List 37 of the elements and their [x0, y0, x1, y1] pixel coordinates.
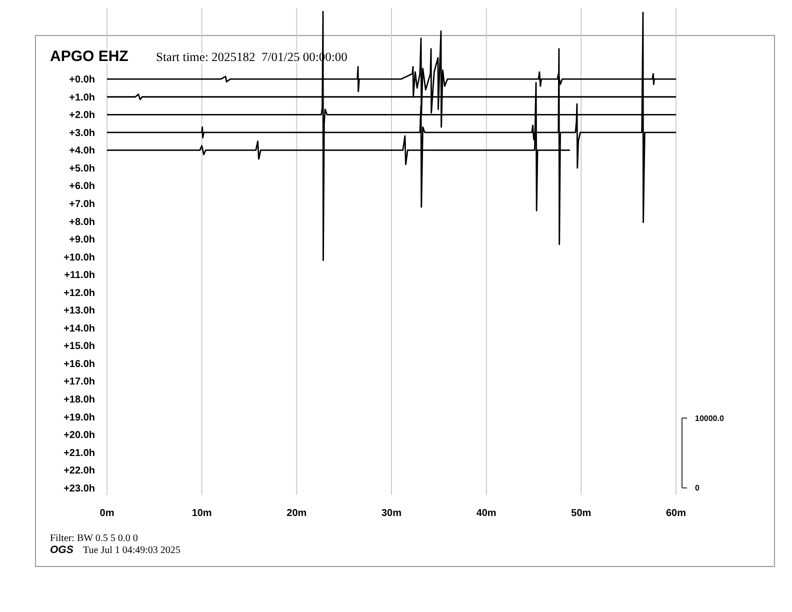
x-tick-label: 30m	[381, 508, 402, 519]
text: Tue Jul 1 04:49:03 2025	[83, 545, 180, 556]
y-tick-label: +1.0h	[69, 92, 95, 104]
y2-tick-label: 0	[695, 484, 700, 493]
x-tick-label: 40m	[476, 508, 496, 519]
y-tick-label: +10.0h	[64, 252, 95, 264]
y-tick-label: +19.0h	[64, 412, 95, 424]
y-tick-label: +11.0h	[64, 270, 95, 282]
y-tick-label: +23.0h	[64, 483, 95, 494]
y-tick-label: +8.0h	[69, 216, 95, 228]
y-tick-label: +17.0h	[64, 376, 95, 388]
text: APGO EHZ	[50, 48, 128, 65]
y-tick-label: +14.0h	[64, 323, 95, 334]
x-tick-label: 10m	[192, 508, 212, 519]
y-tick-label: +0.0h	[69, 74, 95, 86]
y-tick-label: +20.0h	[64, 430, 95, 442]
x-tick-label: 50m	[571, 508, 592, 519]
y-tick-label: +13.0h	[64, 306, 95, 317]
y-tick-label: +18.0h	[64, 394, 95, 406]
y-tick-label: +16.0h	[64, 358, 95, 370]
y-tick-label: +3.0h	[69, 128, 95, 139]
y-tick-label: +21.0h	[64, 448, 95, 459]
y-tick-label: +22.0h	[64, 466, 95, 477]
x-tick-label: 0m	[100, 508, 114, 519]
y-tick-label: +2.0h	[69, 110, 95, 122]
y-tick-label: +9.0h	[69, 234, 95, 246]
y-tick-label: +7.0h	[69, 199, 95, 210]
x-tick-label: 20m	[286, 508, 307, 519]
text: OGS	[50, 544, 74, 556]
y-tick-label: +4.0h	[69, 146, 95, 157]
y-tick-label: +6.0h	[69, 181, 95, 192]
y-tick-label: +12.0h	[64, 288, 95, 299]
text: Filter: BW 0.5 5 0.0 0	[50, 533, 138, 544]
y2-tick-label: 10000.0	[695, 414, 724, 423]
x-tick-label: 60m	[666, 508, 686, 519]
y-tick-label: +15.0h	[64, 341, 95, 352]
y-tick-label: +5.0h	[69, 163, 95, 174]
